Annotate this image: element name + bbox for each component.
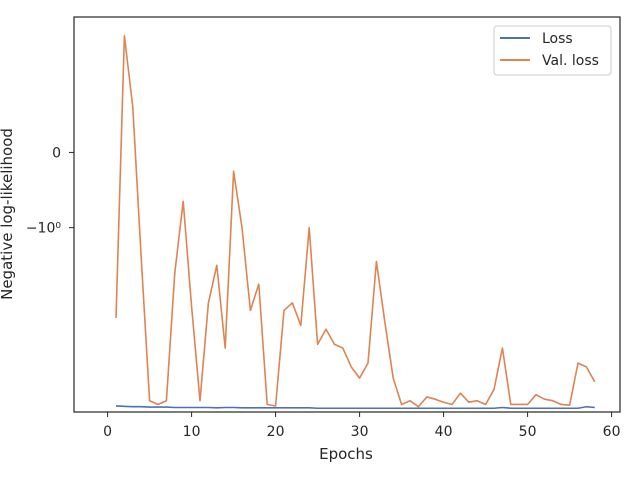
plot-frame <box>73 16 621 413</box>
x-tick-label: 40 <box>435 424 453 440</box>
plot-series <box>115 35 596 410</box>
x-tick-label: 30 <box>351 424 369 440</box>
y-tick-label: 0 <box>52 145 61 161</box>
series-line-0 <box>115 405 595 410</box>
x-axis: 0 10 20 30 40 50 60 <box>103 412 621 440</box>
series-line-1 <box>115 35 596 408</box>
x-tick-label: 0 <box>103 424 112 440</box>
legend-label-loss: Loss <box>542 31 573 47</box>
x-axis-label: Epochs <box>319 445 373 463</box>
y-axis-label: Negative log-likelihood <box>0 128 16 300</box>
legend-label-val-loss: Val. loss <box>542 53 599 69</box>
x-tick-label: 10 <box>183 424 201 440</box>
x-tick-label: 20 <box>267 424 285 440</box>
x-tick-label: 60 <box>603 424 621 440</box>
x-tick-label: 50 <box>519 424 537 440</box>
y-tick-label: −10⁰ <box>26 221 62 237</box>
y-axis: 0 −10⁰ <box>26 145 74 237</box>
legend: Loss Val. loss <box>493 25 612 76</box>
